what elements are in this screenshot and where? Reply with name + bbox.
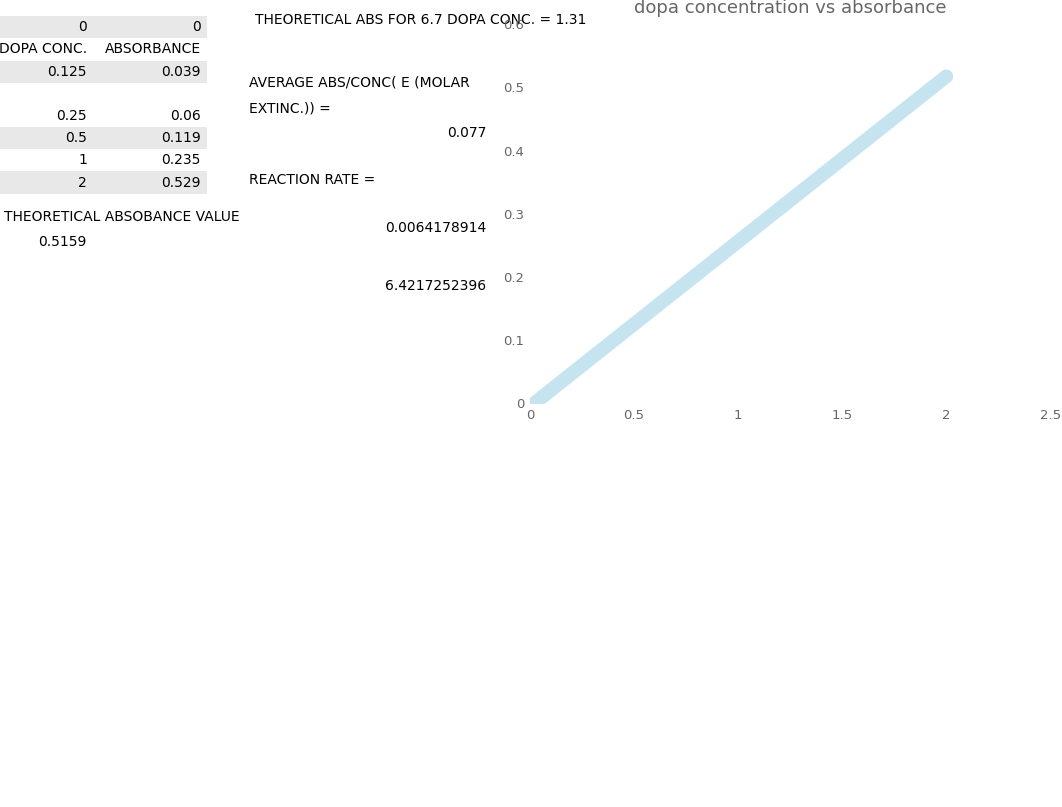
Text: 0.039: 0.039 bbox=[161, 65, 201, 78]
FancyBboxPatch shape bbox=[0, 61, 207, 82]
Text: 0.0064178914: 0.0064178914 bbox=[384, 220, 486, 235]
Text: 0: 0 bbox=[79, 20, 87, 34]
Text: 0.119: 0.119 bbox=[161, 132, 201, 145]
Text: 0.5159: 0.5159 bbox=[38, 235, 87, 249]
Text: 0.235: 0.235 bbox=[161, 153, 201, 167]
FancyBboxPatch shape bbox=[0, 171, 207, 194]
Text: 0.25: 0.25 bbox=[56, 109, 87, 123]
Text: 0.529: 0.529 bbox=[161, 176, 201, 190]
Text: 0: 0 bbox=[192, 20, 201, 34]
FancyBboxPatch shape bbox=[0, 127, 207, 149]
Text: 0.5: 0.5 bbox=[65, 132, 87, 145]
Text: 1: 1 bbox=[79, 153, 87, 167]
Text: 2: 2 bbox=[79, 176, 87, 190]
FancyBboxPatch shape bbox=[0, 16, 207, 38]
Text: THEORETICAL ABS FOR 6.7 DOPA CONC. = 1.31: THEORETICAL ABS FOR 6.7 DOPA CONC. = 1.3… bbox=[255, 13, 586, 27]
Text: THEORETICAL ABSOBANCE VALUE: THEORETICAL ABSOBANCE VALUE bbox=[4, 210, 240, 224]
Text: 0.06: 0.06 bbox=[170, 109, 201, 123]
Text: ABSORBANCE: ABSORBANCE bbox=[105, 43, 201, 56]
Text: REACTION RATE =: REACTION RATE = bbox=[250, 173, 375, 186]
Text: EXTINC.)) =: EXTINC.)) = bbox=[250, 101, 331, 115]
Text: 6.4217252396: 6.4217252396 bbox=[386, 278, 486, 293]
Text: 0.077: 0.077 bbox=[447, 126, 486, 140]
Text: AVERAGE ABS/CONC( E (MOLAR: AVERAGE ABS/CONC( E (MOLAR bbox=[250, 75, 469, 89]
Text: DOPA CONC.: DOPA CONC. bbox=[0, 43, 87, 56]
Text: 0.125: 0.125 bbox=[48, 65, 87, 78]
Title: dopa concentration vs absorbance: dopa concentration vs absorbance bbox=[634, 0, 946, 17]
